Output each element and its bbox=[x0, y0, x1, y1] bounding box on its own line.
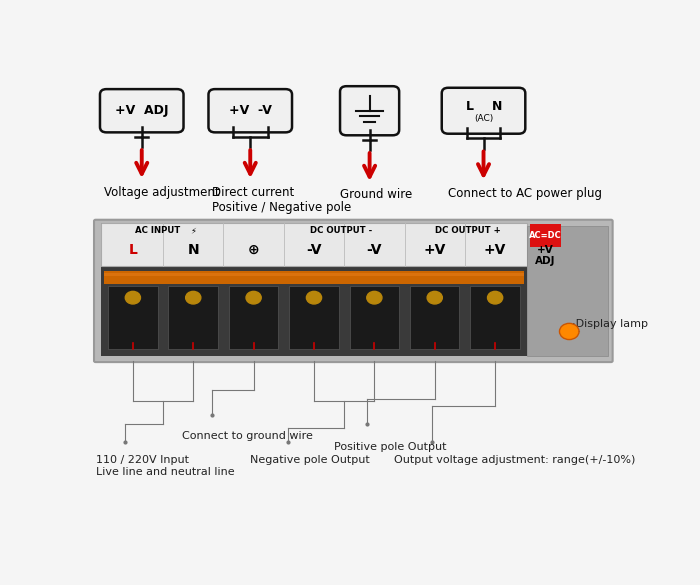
Text: Negative pole Output: Negative pole Output bbox=[251, 455, 370, 465]
Bar bbox=[101, 223, 527, 356]
Text: (AC): (AC) bbox=[474, 114, 493, 123]
Text: Output voltage adjustment: range(+/-10%): Output voltage adjustment: range(+/-10%) bbox=[394, 455, 636, 465]
Circle shape bbox=[307, 291, 321, 304]
Circle shape bbox=[246, 291, 261, 304]
Bar bbox=[410, 287, 459, 349]
FancyBboxPatch shape bbox=[94, 220, 612, 362]
Text: ⚡: ⚡ bbox=[190, 226, 196, 235]
Text: AC INPUT: AC INPUT bbox=[135, 226, 181, 235]
FancyBboxPatch shape bbox=[442, 88, 525, 134]
FancyBboxPatch shape bbox=[209, 89, 292, 132]
Circle shape bbox=[487, 291, 503, 304]
Text: +V  -V: +V -V bbox=[229, 104, 272, 117]
Text: DC OUTPUT -: DC OUTPUT - bbox=[310, 226, 372, 235]
Bar bbox=[104, 271, 524, 284]
Circle shape bbox=[427, 291, 442, 304]
Bar bbox=[527, 226, 608, 356]
Bar bbox=[101, 223, 527, 266]
Text: Direct current
Positive / Negative pole: Direct current Positive / Negative pole bbox=[212, 185, 351, 214]
Text: DC OUTPUT +: DC OUTPUT + bbox=[435, 226, 500, 235]
Text: N: N bbox=[492, 99, 503, 113]
Text: AC=DC: AC=DC bbox=[529, 231, 561, 240]
Circle shape bbox=[186, 291, 201, 304]
Text: +V
ADJ: +V ADJ bbox=[535, 245, 556, 266]
Bar bbox=[470, 287, 520, 349]
Bar bbox=[349, 287, 399, 349]
Circle shape bbox=[561, 324, 578, 339]
Bar bbox=[104, 273, 524, 276]
Text: +V  ADJ: +V ADJ bbox=[115, 104, 169, 117]
Text: Ground wire: Ground wire bbox=[340, 188, 412, 201]
Bar bbox=[169, 287, 218, 349]
Text: -V: -V bbox=[306, 243, 322, 257]
Bar bbox=[289, 287, 339, 349]
Text: Positive pole Output: Positive pole Output bbox=[335, 442, 447, 452]
FancyBboxPatch shape bbox=[340, 86, 399, 135]
Bar bbox=[108, 287, 158, 349]
Circle shape bbox=[125, 291, 141, 304]
Text: L: L bbox=[466, 99, 474, 113]
FancyBboxPatch shape bbox=[100, 89, 183, 132]
Circle shape bbox=[367, 291, 382, 304]
Text: -V: -V bbox=[367, 243, 382, 257]
Text: Connect to AC power plug: Connect to AC power plug bbox=[448, 187, 602, 200]
Bar bbox=[229, 287, 279, 349]
Text: L: L bbox=[128, 243, 137, 257]
Text: ·Display lamp: ·Display lamp bbox=[572, 319, 648, 329]
Text: +V: +V bbox=[484, 243, 506, 257]
Text: Voltage adjustment: Voltage adjustment bbox=[104, 185, 219, 198]
Text: 110 / 220V Input
Live line and neutral line: 110 / 220V Input Live line and neutral l… bbox=[96, 455, 234, 477]
Bar bbox=[530, 224, 561, 246]
Text: ⊕: ⊕ bbox=[248, 243, 260, 257]
Text: N: N bbox=[188, 243, 199, 257]
Text: +V: +V bbox=[424, 243, 446, 257]
Text: Connect to ground wire: Connect to ground wire bbox=[183, 431, 314, 441]
